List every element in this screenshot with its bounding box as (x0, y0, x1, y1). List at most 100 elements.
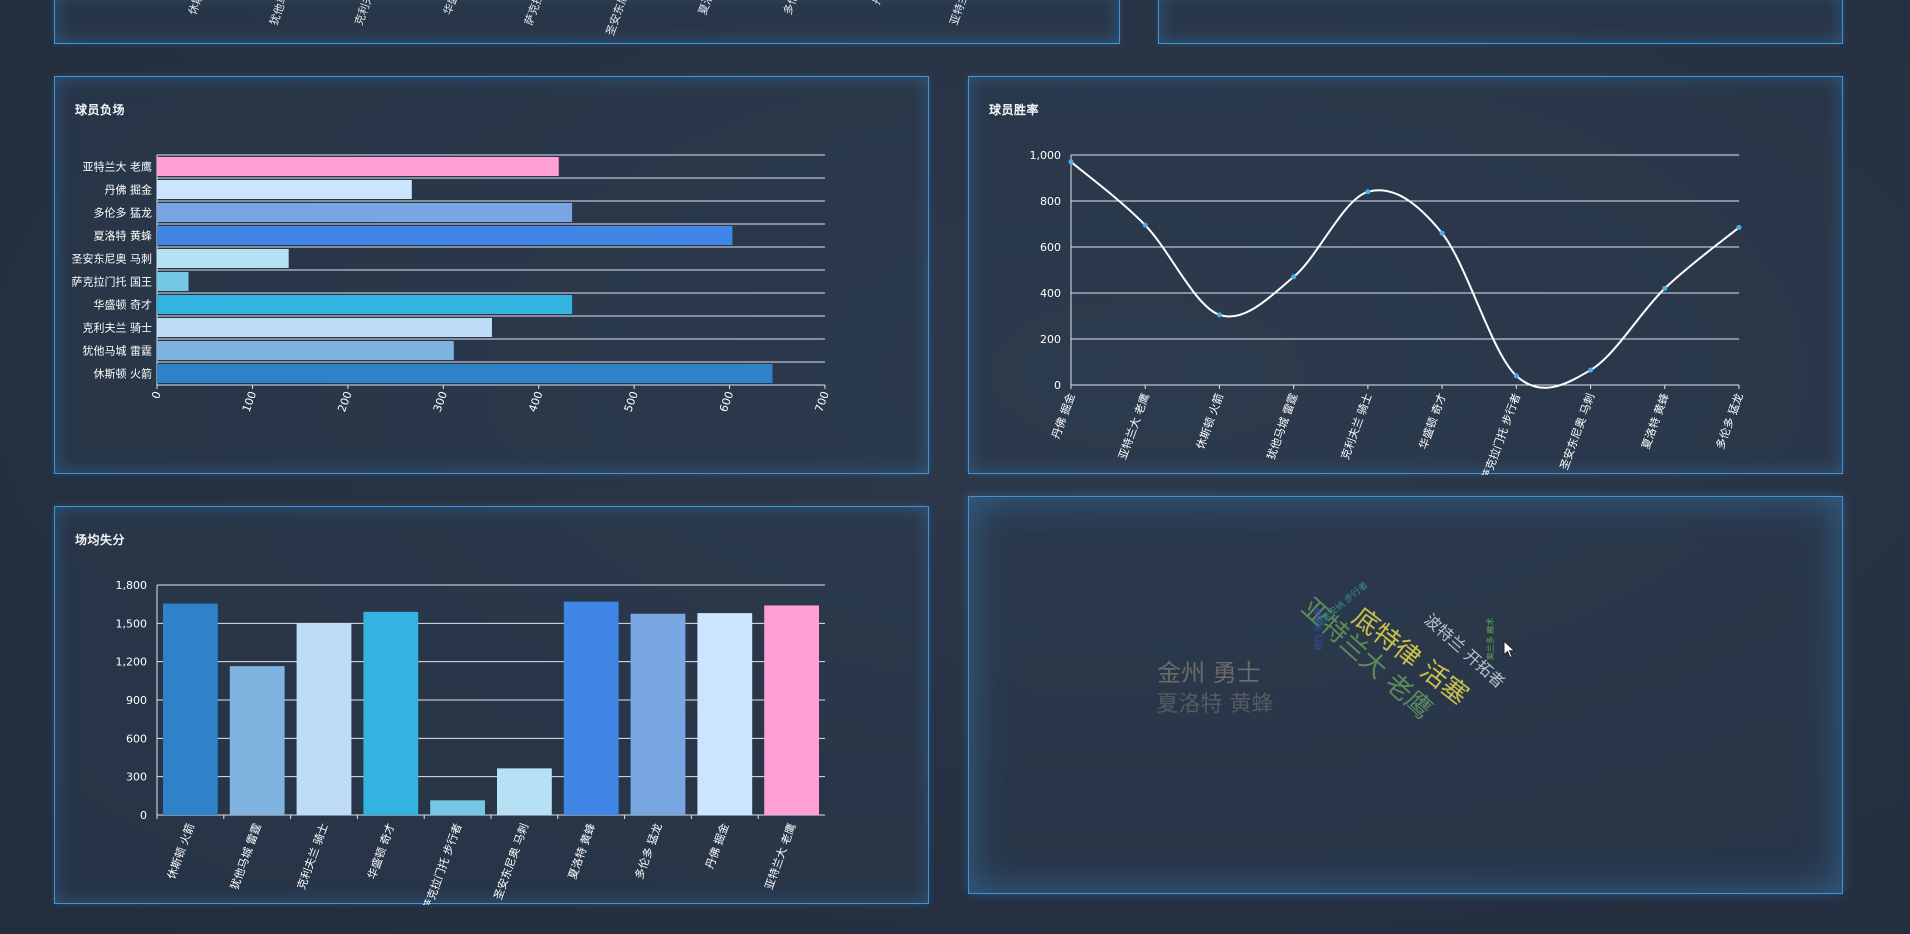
wordcloud-word: 纽约 尼克斯 (1313, 608, 1323, 651)
top-strip-tick-label: 克利夫 (352, 0, 376, 27)
bar (157, 249, 289, 268)
y-tick-label: 1,500 (116, 617, 148, 630)
y-tick-label: 1,000 (1030, 149, 1062, 162)
top-strip-tick-label: 丹 (870, 0, 886, 6)
y-tick-label: 0 (140, 809, 147, 822)
data-point (1068, 159, 1074, 165)
losses-title: 球员负场 (75, 103, 126, 117)
x-tick-label: 夏洛特 黄蜂 (565, 821, 598, 881)
x-tick-label: 克利夫兰 骑士 (1339, 392, 1375, 462)
bar (430, 800, 485, 815)
top-strip-tick-label: 犹他马 (267, 0, 291, 27)
x-tick-label: 200 (335, 390, 354, 414)
bar (157, 341, 454, 360)
bar (363, 611, 419, 815)
bar (157, 203, 573, 222)
top-strip-tick-label: 多伦 (780, 0, 801, 17)
top-left-panel: 休斯 犹他马 克利夫 华盛 萨克拉 圣安东尼 夏洛 多伦 丹 亚特兰 (54, 0, 1120, 44)
bar (157, 157, 559, 176)
bar (229, 666, 285, 815)
win-rate-line (1070, 161, 1740, 389)
y-tick-label: 600 (126, 732, 147, 745)
x-tick-label: 700 (812, 390, 831, 414)
bar (630, 613, 686, 815)
data-point (1588, 367, 1594, 373)
x-tick-label: 500 (622, 390, 641, 414)
category-label: 休斯顿 火箭 (94, 367, 153, 381)
category-label: 克利夫兰 骑士 (83, 322, 153, 335)
x-tick-label: 犹他马城 雷霆 (1264, 392, 1300, 462)
x-tick-label: 600 (717, 390, 736, 414)
bar (157, 272, 189, 291)
category-label: 萨克拉门托 国王 (72, 275, 153, 289)
y-tick-label: 200 (1040, 333, 1061, 346)
bar (157, 318, 492, 337)
category-label: 华盛顿 奇才 (94, 298, 153, 312)
y-tick-label: 0 (1054, 379, 1061, 392)
bar (163, 603, 218, 815)
y-tick-label: 1,800 (116, 579, 148, 592)
top-strip-tick-label: 亚特兰 (946, 0, 970, 27)
win-rate-title: 球员胜率 (989, 103, 1040, 117)
x-tick-label: 圣安东尼奥 马刺 (1557, 391, 1598, 471)
bar (157, 295, 573, 314)
x-tick-label: 多伦多 猛龙 (632, 821, 665, 881)
top-strip-tick-label: 休斯 (186, 0, 206, 17)
data-point (1216, 312, 1222, 318)
x-tick-label: 萨克拉门托 步行者 (1479, 391, 1523, 475)
data-point (1291, 274, 1297, 280)
top-strip-tick-label: 夏洛 (695, 0, 716, 17)
category-label: 夏洛特 黄蜂 (94, 229, 153, 243)
x-tick-label: 0 (149, 390, 164, 401)
y-tick-label: 300 (126, 771, 147, 784)
x-tick-label: 丹佛 掘金 (702, 821, 731, 870)
data-point (1736, 224, 1742, 230)
points-allowed-panel: 场均失分 0 300 600 900 1,200 1,500 1,800 休斯顿 火箭 犹他马城… (54, 506, 929, 905)
top-strip-tick-label: 萨克拉 (521, 0, 545, 27)
wordcloud-word: 奥兰多 魔术 (1485, 618, 1495, 661)
win-rate-panel: 球员胜率 0 200 400 600 800 1,000 丹佛 掘金 亚特兰大 老鹰 休斯顿 火… (968, 76, 1843, 475)
y-tick-label: 900 (126, 694, 147, 707)
top-strip-tick-label: 圣安东尼 (603, 0, 631, 37)
mouse-cursor-icon (1503, 640, 1516, 659)
category-label: 亚特兰大 老鹰 (83, 160, 153, 174)
x-tick-label: 300 (431, 390, 450, 414)
x-tick-label: 克利夫兰 骑士 (295, 822, 331, 892)
x-tick-label: 萨克拉门托 步行者 (420, 821, 464, 905)
losses-panel: 球员负场 亚特兰大 老鹰 丹佛 掘金 多伦多 猛龙 夏洛特 黄蜂 圣安东尼奥 马刺 萨克拉… (54, 76, 929, 474)
top-left-partial-chart: 休斯 犹他马 克利夫 华盛 萨克拉 圣安东尼 夏洛 多伦 丹 亚特兰 (186, 0, 971, 37)
bar (697, 613, 753, 815)
win-rate-line-chart: 0 200 400 600 800 1,000 丹佛 掘金 亚特兰大 老鹰 休斯顿 火箭 犹他马城… (1030, 149, 1746, 475)
x-tick-label: 夏洛特 黄蜂 (1638, 391, 1671, 451)
x-tick-label: 100 (240, 390, 259, 414)
points-allowed-title: 场均失分 (75, 533, 126, 547)
bar (497, 768, 552, 815)
x-tick-label: 亚特兰大 老鹰 (1115, 391, 1152, 461)
x-tick-label: 华盛顿 奇才 (364, 821, 397, 881)
y-tick-label: 800 (1040, 195, 1061, 208)
points-allowed-bar-chart: 0 300 600 900 1,200 1,500 1,800 休斯顿 火箭 犹他马城 雷霆 克利… (116, 579, 825, 905)
x-tick-label: 犹他马城 雷霆 (228, 822, 264, 892)
category-label: 犹他马城 雷霆 (83, 345, 153, 358)
wordcloud-word: 夏洛特 黄蜂 (1157, 692, 1274, 717)
category-label: 多伦多 猛龙 (94, 206, 153, 220)
data-point (1662, 285, 1668, 291)
data-point (1365, 189, 1371, 195)
x-tick-label: 圣安东尼奥 马刺 (491, 821, 532, 901)
top-right-panel (1158, 0, 1843, 44)
bar (157, 364, 773, 383)
bar (296, 623, 352, 815)
wordcloud-word: 金州 勇士 (1157, 659, 1261, 687)
data-point (1439, 230, 1445, 236)
x-tick-label: 丹佛 掘金 (1048, 391, 1077, 440)
data-point (1142, 222, 1148, 228)
bar (157, 226, 733, 245)
x-tick-label: 休斯顿 火箭 (164, 821, 197, 881)
top-strip-tick-label: 华盛 (440, 0, 461, 17)
y-tick-label: 600 (1040, 241, 1061, 254)
x-tick-label: 休斯顿 火箭 (1193, 391, 1226, 451)
wordcloud-panel: 底特律 活塞 亚特兰大 老鹰 金州 勇士 夏洛特 黄蜂 波特兰 开拓者 印第安纳 步行者纽… (968, 496, 1843, 894)
bar (563, 601, 619, 815)
